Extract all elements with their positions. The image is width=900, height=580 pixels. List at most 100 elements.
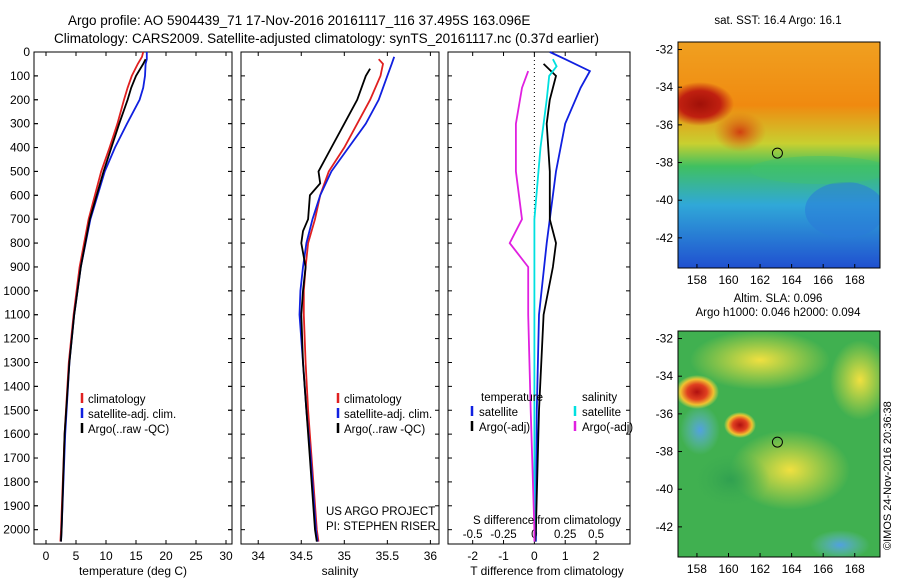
- sst-map-frame: [677, 41, 881, 269]
- legend-label: climatology: [88, 394, 146, 406]
- s-tick-label: 0.25: [554, 529, 576, 541]
- legend-label: Argo(..raw -QC): [344, 424, 425, 436]
- map-y-tick-label: -40: [656, 482, 674, 496]
- legend-label: climatology: [344, 394, 402, 406]
- depth-tick-label: 1300: [3, 355, 30, 369]
- sst-argo-marker: [771, 147, 783, 159]
- depth-tick-label: 1800: [3, 475, 30, 489]
- series-line-s-argo-adj-: [508, 70, 536, 542]
- x-tick-label: 5: [73, 549, 80, 563]
- sst-cool-patch: [805, 182, 880, 238]
- sla-green-patch: [690, 450, 770, 510]
- map-y-tick-label: -38: [656, 156, 674, 170]
- x-tick-label: 36: [424, 549, 438, 563]
- map-y-tick-label: -36: [656, 118, 674, 132]
- legend-label: satellite: [582, 407, 621, 419]
- legend-title-temperature: temperature: [481, 392, 543, 404]
- sst-map: [678, 42, 880, 268]
- pi-label: PI: STEPHEN RISER: [326, 521, 436, 533]
- depth-tick-label: 200: [10, 93, 30, 107]
- depth-tick-label: 1700: [3, 451, 30, 465]
- sla-argo-marker: [771, 436, 783, 448]
- map-y-tick-label: -34: [656, 369, 674, 383]
- depth-tick-label: 2000: [3, 523, 30, 537]
- sla-high-eddy: [678, 375, 719, 409]
- sst-warm-core: [678, 82, 734, 126]
- sst-warm-eddy: [714, 112, 766, 152]
- header-line-2: Climatology: CARS2009. Satellite-adjuste…: [54, 31, 599, 46]
- map-x-tick-label: 168: [845, 273, 865, 287]
- x-tick-label: -2: [467, 549, 478, 563]
- sst-map-axes: 158 160 162 164 166 168 -32 -34 -36 -38 -40 -42: [656, 43, 865, 287]
- map-y-tick-label: -40: [656, 193, 674, 207]
- map-x-tick-label: 162: [750, 562, 770, 576]
- map-x-tick-label: 162: [750, 273, 770, 287]
- depth-tick-label: 1900: [3, 499, 30, 513]
- credit-label: ©IMOS 24-Nov-2016 20:36:38: [882, 401, 894, 550]
- x-tick-label: 10: [99, 549, 113, 563]
- map-y-tick-label: -36: [656, 407, 674, 421]
- x-tick-label: 15: [129, 549, 143, 563]
- map-y-tick-label: -32: [656, 332, 674, 346]
- depth-tick-label: 100: [10, 69, 30, 83]
- map-x-tick-label: 158: [687, 562, 707, 576]
- depth-tick-label: 700: [10, 212, 30, 226]
- map-x-tick-label: 168: [845, 562, 865, 576]
- salinity-axis-label: salinity: [322, 564, 359, 578]
- salinity-plot: 34 34.5 35 35.5 36 climatology satellite-adj. …: [241, 51, 439, 563]
- x-tick-label: -1: [498, 549, 509, 563]
- temperature-axis-label: temperature (deg C): [79, 564, 187, 578]
- depth-tick-label: 1000: [3, 284, 30, 298]
- map-x-tick-label: 164: [782, 273, 802, 287]
- temperature-plot: 0100200300400500600700800900100011001200…: [3, 45, 233, 563]
- sst-map-title: sat. SST: 16.4 Argo: 16.1: [714, 15, 841, 27]
- depth-tick-label: 800: [10, 236, 30, 250]
- map-y-tick-label: -32: [656, 43, 674, 57]
- x-tick-label: 35: [338, 549, 352, 563]
- map-x-tick-label: 164: [782, 562, 802, 576]
- legend-label: Argo(-adj): [582, 422, 633, 434]
- series-line-argo-raw-qc-: [300, 68, 371, 542]
- salinity-plot-frame: [240, 51, 440, 545]
- depth-tick-label: 1200: [3, 332, 30, 346]
- depth-tick-label: 1500: [3, 403, 30, 417]
- sla-map: [678, 331, 880, 557]
- legend-label: satellite-adj. clim.: [88, 409, 176, 421]
- sla-yellow-region-3: [830, 340, 880, 420]
- legend-label: Argo(..raw -QC): [88, 424, 169, 436]
- s-tick-label: -0.25: [490, 529, 516, 541]
- sla-map-frame: [677, 330, 881, 558]
- s-tick-label: -0.5: [463, 529, 483, 541]
- x-tick-label: 35.5: [376, 549, 400, 563]
- sst-green-band: [750, 156, 880, 184]
- depth-tick-label: 1100: [4, 308, 30, 322]
- header-line-1: Argo profile: AO 5904439_71 17-Nov-2016 …: [68, 13, 530, 28]
- sla-yellow-region: [690, 331, 830, 390]
- legend-title-salinity: salinity: [582, 392, 617, 404]
- sla-high-eddy-2: [724, 412, 756, 438]
- map-y-tick-label: -42: [656, 520, 674, 534]
- x-tick-label: 25: [189, 549, 203, 563]
- series-line-climatology: [302, 58, 384, 542]
- x-tick-label: 0: [531, 549, 538, 563]
- sla-blue-patch: [680, 405, 720, 455]
- series-line-s-satellite: [533, 58, 558, 542]
- project-label: US ARGO PROJECT: [326, 506, 435, 518]
- x-tick-label: 34: [252, 549, 266, 563]
- temperature-plot-frame: [33, 51, 233, 545]
- sla-map-axes: 158 160 162 164 166 168 -32 -34 -36 -38 -40 -42: [656, 332, 865, 576]
- series-line-satellite-adj-clim-: [60, 52, 148, 542]
- depth-tick-label: 600: [10, 188, 30, 202]
- x-tick-label: 2: [593, 549, 600, 563]
- map-y-tick-label: -42: [656, 231, 674, 245]
- s-difference-axis-label: S difference from climatology: [473, 515, 621, 527]
- depth-tick-label: 300: [10, 117, 30, 131]
- depth-tick-label: 1600: [3, 427, 30, 441]
- legend-label: satellite-adj. clim.: [344, 409, 432, 421]
- map-x-tick-label: 166: [813, 562, 833, 576]
- depth-tick-label: 1400: [3, 379, 30, 393]
- map-x-tick-label: 166: [813, 273, 833, 287]
- map-y-tick-label: -34: [656, 80, 674, 94]
- x-tick-label: 30: [219, 549, 233, 563]
